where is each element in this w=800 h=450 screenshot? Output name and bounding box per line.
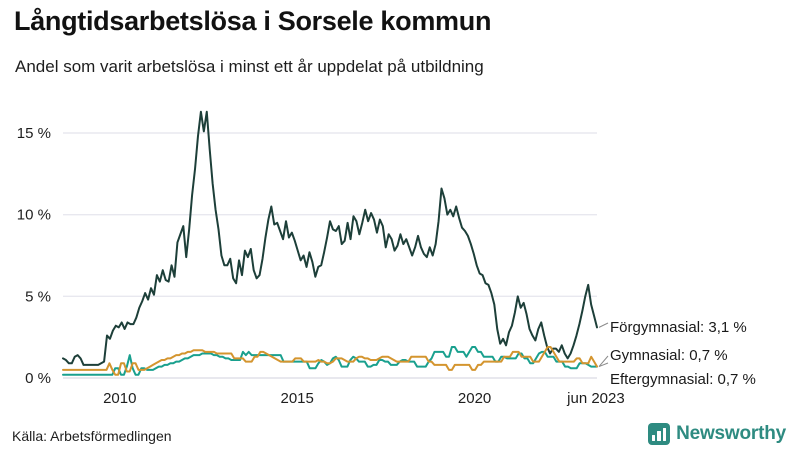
series-label-2: Eftergymnasial: 0,7 % bbox=[610, 371, 756, 388]
bar-chart-icon bbox=[648, 423, 671, 445]
series-label-connector-0 bbox=[598, 322, 609, 328]
series-label-0: Förgymnasial: 3,1 % bbox=[610, 319, 747, 336]
page-title: Långtidsarbetslösa i Sorsele kommun bbox=[14, 6, 492, 36]
y-axis-tick-label: 0 % bbox=[25, 370, 51, 387]
y-axis-tick-label: 5 % bbox=[25, 288, 51, 305]
x-axis-tick-label: 2015 bbox=[280, 390, 313, 407]
series-label-connector-2 bbox=[598, 362, 609, 368]
series-line-0 bbox=[62, 110, 598, 366]
x-axis-tick-label: jun 2023 bbox=[566, 390, 625, 407]
series-label-connector-1 bbox=[598, 355, 609, 367]
y-axis-tick-label: 15 % bbox=[17, 125, 51, 142]
series-label-1: Gymnasial: 0,7 % bbox=[610, 347, 728, 364]
x-axis-tick-label: 2010 bbox=[103, 390, 136, 407]
source-note: Källa: Arbetsförmedlingen bbox=[12, 428, 172, 444]
page-subtitle: Andel som varit arbetslösa i minst ett å… bbox=[15, 57, 484, 76]
series-line-2 bbox=[62, 345, 598, 376]
logo-text: Newsworthy bbox=[676, 423, 786, 444]
y-axis-tick-label: 10 % bbox=[17, 207, 51, 224]
x-axis-tick-label: 2020 bbox=[458, 390, 491, 407]
newsworthy-logo: Newsworthy bbox=[648, 423, 786, 445]
